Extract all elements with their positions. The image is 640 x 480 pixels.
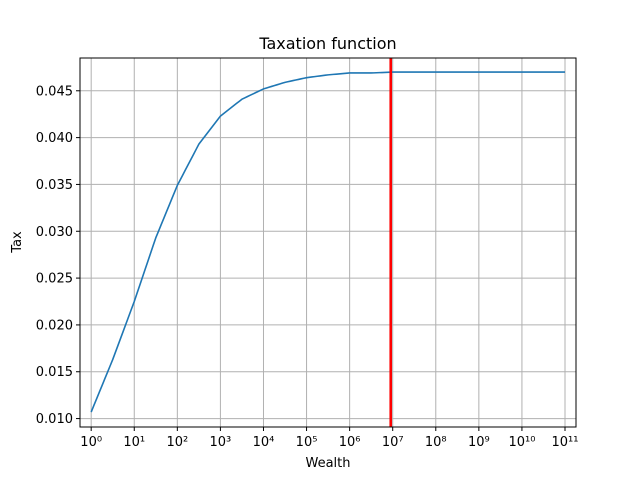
x-tick-label: 10¹⁰ xyxy=(508,435,535,450)
x-tick-label: 10⁵ xyxy=(296,435,318,450)
x-grid xyxy=(90,58,566,427)
x-tick-label: 10⁰ xyxy=(80,435,102,450)
x-tick-label: 10⁷ xyxy=(382,435,404,450)
y-tick-label: 0.020 xyxy=(36,318,73,333)
y-axis-label: Tax xyxy=(10,231,25,254)
plot-frame xyxy=(79,57,577,428)
y-tick-label: 0.030 xyxy=(36,225,73,240)
y-tick-label: 0.040 xyxy=(36,131,73,146)
x-axis-ticks: 10⁰ 10¹ 10² 10³ 10⁴ 10⁵ 10⁶ 10⁷ 10⁸ 10⁹ 10¹⁰ 10¹¹ xyxy=(80,427,578,450)
series-layer xyxy=(90,71,565,413)
x-tick-label: 10⁸ xyxy=(425,435,447,450)
tax-curve-line xyxy=(90,71,565,413)
y-grid xyxy=(80,90,576,420)
y-tick-label: 0.010 xyxy=(36,412,73,427)
y-tick-label: 0.045 xyxy=(36,84,73,99)
x-axis-label: Wealth xyxy=(305,456,350,471)
y-tick-label: 0.015 xyxy=(36,365,73,380)
x-tick-label: 10³ xyxy=(210,435,232,450)
x-tick-label: 10¹¹ xyxy=(552,435,579,450)
x-tick-label: 10¹ xyxy=(123,435,145,450)
chart-title: Taxation function xyxy=(258,34,396,53)
y-tick-label: 0.035 xyxy=(36,178,73,193)
x-tick-label: 10⁶ xyxy=(339,435,361,450)
y-tick-label: 0.025 xyxy=(36,272,73,287)
x-tick-label: 10⁹ xyxy=(468,435,490,450)
y-axis-ticks: 0.010 0.015 0.020 0.025 0.030 0.035 0.040 0.045 xyxy=(36,84,80,427)
x-tick-label: 10² xyxy=(166,435,188,450)
x-tick-label: 10⁴ xyxy=(253,435,275,450)
